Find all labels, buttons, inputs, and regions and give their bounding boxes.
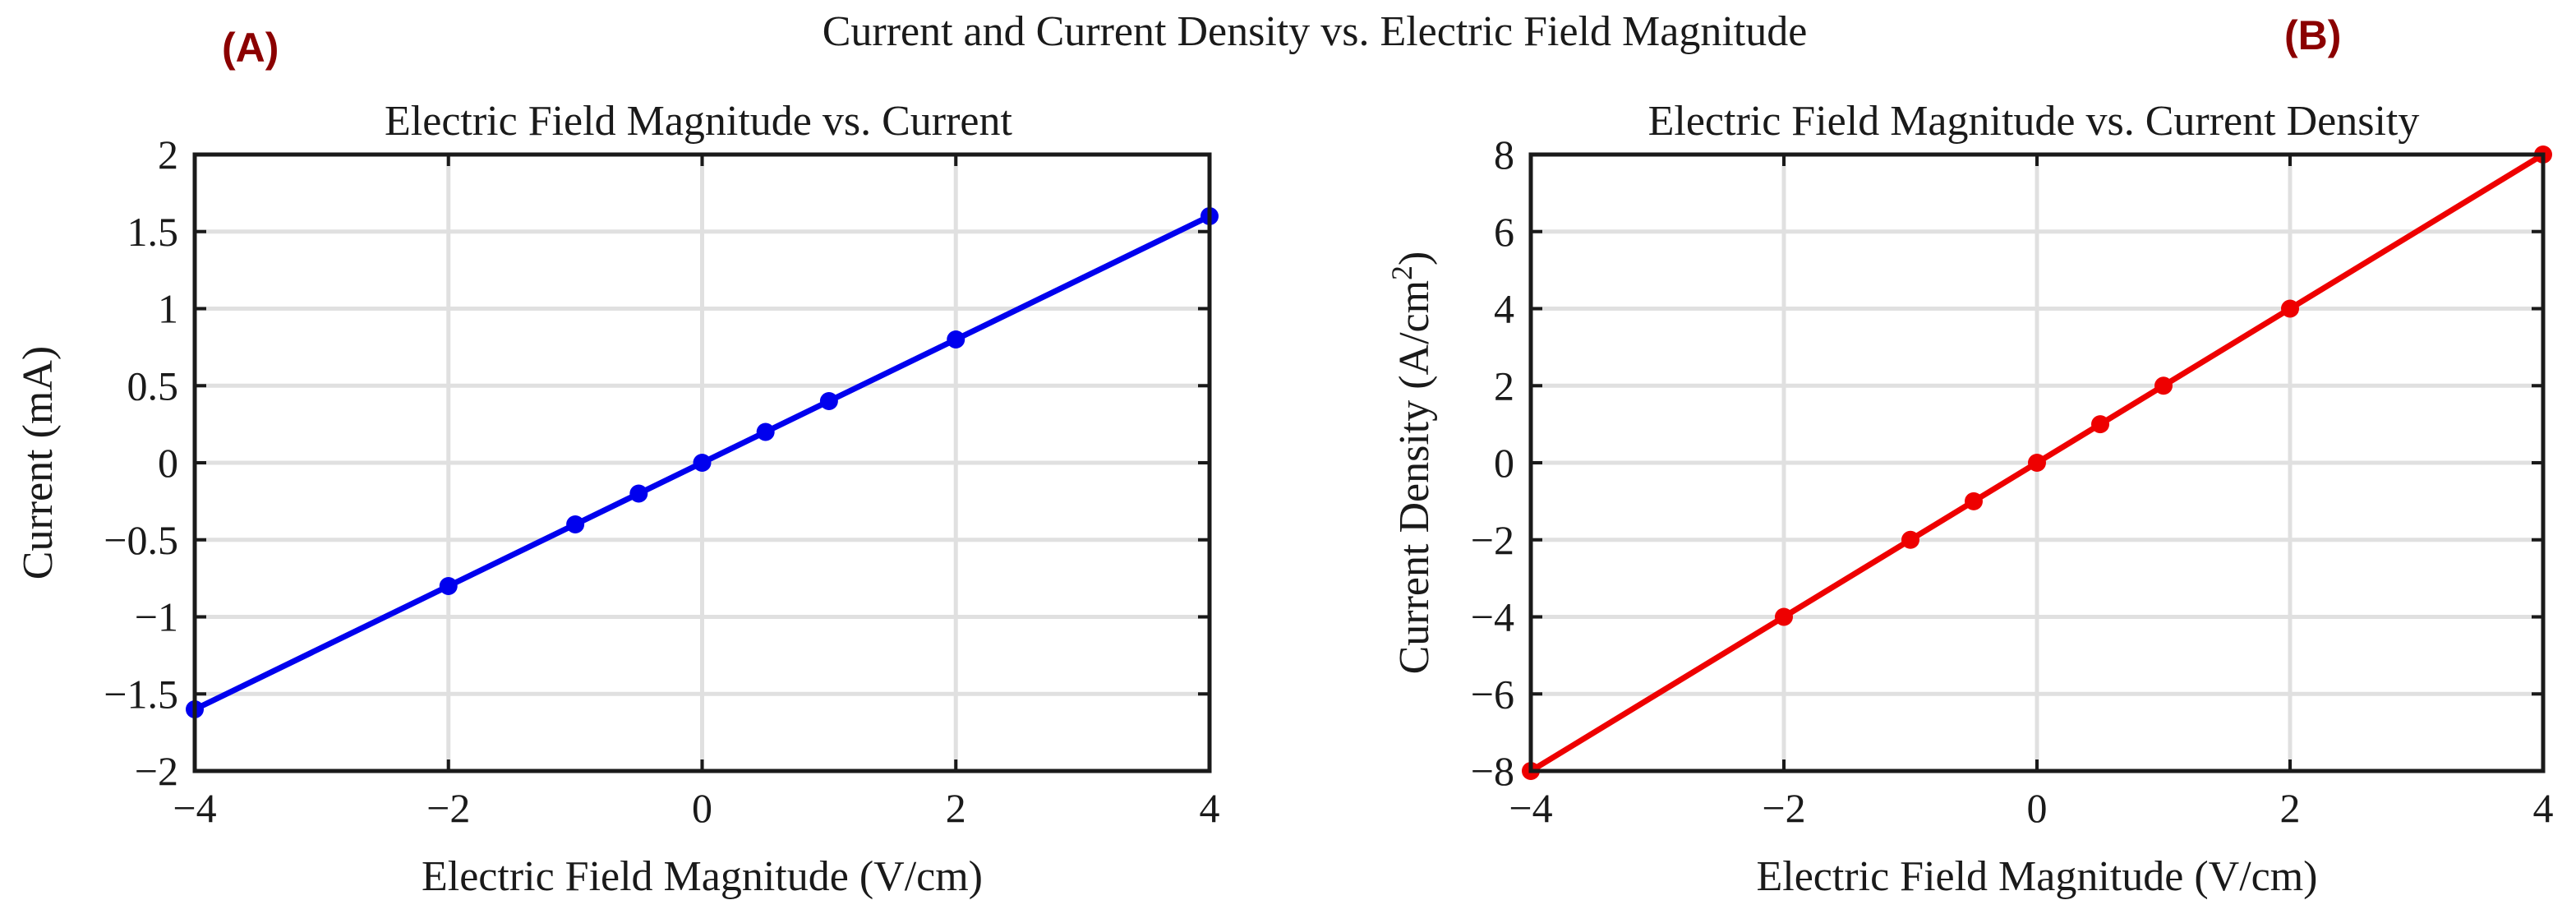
y-tick-label: 2 (158, 132, 178, 178)
data-point (947, 330, 965, 349)
x-axis-label: Electric Field Magnitude (V/cm) (422, 853, 983, 900)
x-tick-label: −2 (426, 785, 470, 831)
y-tick-label: 4 (1494, 286, 1514, 332)
x-tick-label: 0 (692, 785, 712, 831)
x-tick-label: 0 (2027, 785, 2048, 831)
data-point (566, 515, 585, 533)
data-point (2091, 415, 2109, 434)
y-tick-label: −2 (1471, 517, 1514, 563)
x-tick-label: 2 (2280, 785, 2301, 831)
data-point (1775, 607, 1793, 626)
data-point (1901, 530, 1919, 549)
data-point (2154, 376, 2173, 395)
x-tick-label: −2 (1762, 785, 1805, 831)
x-axis-label: Electric Field Magnitude (V/cm) (1756, 853, 2317, 900)
x-tick-label: −4 (173, 785, 216, 831)
y-tick-label: 8 (1494, 132, 1514, 178)
x-tick-label: −4 (1509, 785, 1552, 831)
data-point (629, 484, 648, 503)
data-point (819, 392, 838, 410)
y-tick-label: 1.5 (127, 209, 179, 255)
y-tick-label: −2 (135, 748, 178, 794)
x-tick-label: 4 (1200, 785, 1220, 831)
chart-title: Electric Field Magnitude vs. Current (385, 98, 1012, 145)
x-tick-label: 4 (2533, 785, 2554, 831)
y-tick-label: 2 (1494, 362, 1514, 409)
chart-current-density: −4 −2 0 2 4 −8 −6 −4 −2 0 2 4 6 8 Electric Field Magni… (1385, 98, 2554, 900)
y-tick-label: −4 (1471, 594, 1514, 640)
panel-label-b: (B) (2284, 12, 2341, 58)
y-tick-label: −8 (1471, 748, 1514, 794)
y-tick-label: −0.5 (104, 517, 178, 563)
y-axis-label-superscript: 2 (1385, 265, 1418, 280)
data-point (756, 422, 775, 441)
figure-title: Current and Current Density vs. Electric… (823, 8, 1808, 55)
data-point (2281, 299, 2299, 318)
data-point (2028, 454, 2046, 472)
x-tick-label: 2 (946, 785, 966, 831)
y-tick-label: −6 (1471, 671, 1514, 717)
y-tick-label: −1 (135, 594, 178, 640)
data-point (1965, 492, 1983, 510)
y-tick-label: 6 (1494, 209, 1514, 255)
y-axis-label: Current (mA) (15, 346, 62, 579)
y-tick-label: 0 (158, 440, 178, 486)
panel-label-a: (A) (222, 25, 279, 71)
data-point (439, 577, 458, 595)
y-tick-label: 0.5 (127, 362, 179, 409)
y-axis-label-tail: ) (1391, 252, 1438, 265)
y-tick-label: 1 (158, 286, 178, 332)
y-axis-label: Current Density (A/cm2) (1385, 252, 1438, 675)
data-point (693, 454, 712, 472)
y-tick-label: 0 (1494, 440, 1514, 486)
y-tick-label: −1.5 (104, 671, 178, 717)
chart-title: Electric Field Magnitude vs. Current Den… (1648, 98, 2420, 145)
